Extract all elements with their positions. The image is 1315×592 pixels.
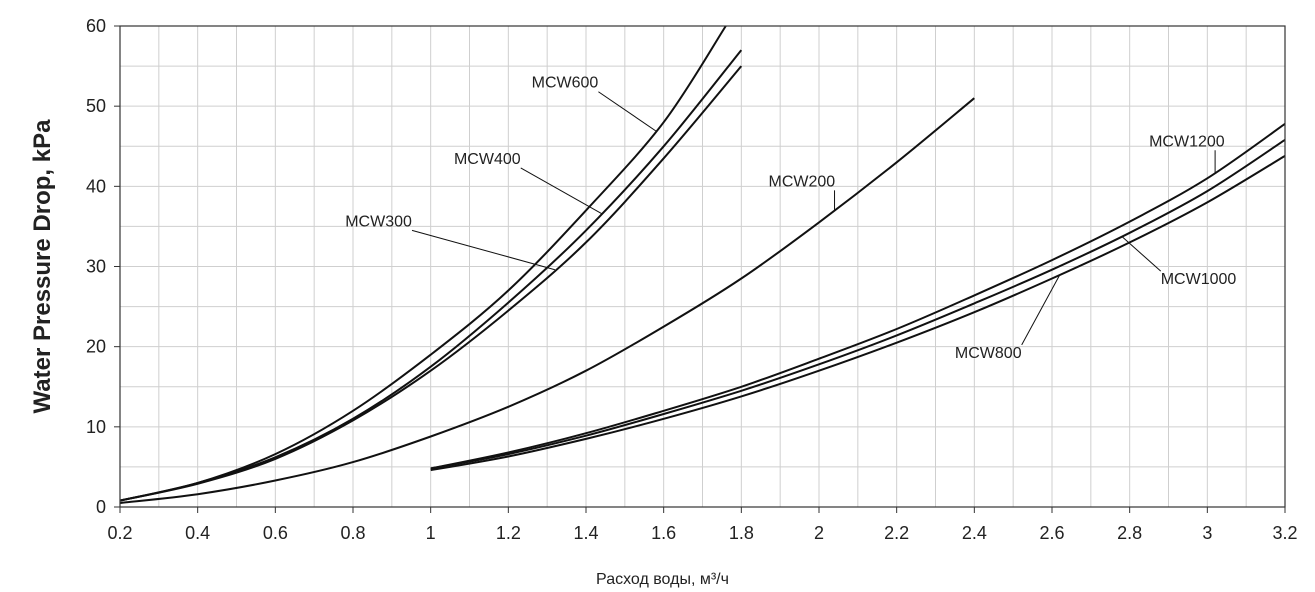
leader-line-mcw800 <box>1021 274 1061 346</box>
series-line-mcw1000 <box>430 138 1286 470</box>
series-label-mcw800: MCW800 <box>955 345 1022 362</box>
series-line-mcw600 <box>119 25 727 502</box>
series-label-mcw300: MCW300 <box>345 213 412 230</box>
x-tick-label: 3.2 <box>1272 523 1297 543</box>
leader-line-mcw300 <box>411 229 556 271</box>
series-label-mcw400: MCW400 <box>454 151 521 168</box>
x-tick-label: 2.2 <box>884 523 909 543</box>
x-tick-label: 1.4 <box>573 523 598 543</box>
y-tick-label: 60 <box>86 16 106 36</box>
series-label-mcw200: MCW200 <box>769 173 836 190</box>
series-line-mcw300 <box>119 65 743 502</box>
x-tick-label: 0.4 <box>185 523 210 543</box>
series-line-mcw1200 <box>430 122 1286 470</box>
leader-line-mcw1000 <box>1121 236 1162 272</box>
x-tick-label: 0.6 <box>263 523 288 543</box>
leader-line-mcw600 <box>598 91 657 132</box>
y-axis-title: Water Pressure Drop, kPa <box>29 119 56 414</box>
x-tick-label: 2.8 <box>1117 523 1142 543</box>
series-labels: MCW600 MCW400 MCW300 MCW200 MCW1200 MCW1000 MC… <box>345 75 1236 362</box>
x-tick-label: 2.4 <box>962 523 987 543</box>
x-tick-label: 1.8 <box>729 523 754 543</box>
x-tick-label: 2 <box>814 523 824 543</box>
x-tick-label: 0.2 <box>107 523 132 543</box>
x-tick-label: 0.8 <box>340 523 365 543</box>
y-tick-label: 40 <box>86 176 106 196</box>
plot-frame <box>119 25 1286 508</box>
series-label-mcw1200: MCW1200 <box>1149 133 1225 150</box>
y-tick-label: 50 <box>86 96 106 116</box>
x-tick-label: 1 <box>426 523 436 543</box>
series-line-mcw400 <box>119 49 743 502</box>
series-label-mcw1000: MCW1000 <box>1161 271 1237 288</box>
series-line-mcw800 <box>430 155 1286 472</box>
series-lines <box>119 25 1286 504</box>
y-tick-label: 20 <box>86 337 106 357</box>
x-tick-label: 1.2 <box>496 523 521 543</box>
x-tick-label: 2.6 <box>1039 523 1064 543</box>
y-tick-label: 0 <box>96 497 106 517</box>
x-axis-title: Расход воды, м³/ч <box>596 571 729 588</box>
series-label-mcw600: MCW600 <box>532 75 599 92</box>
axis-ticks: 0.2 0.4 0.6 0.8 1 1.2 1.4 1.6 1.8 2 2.2 2.4 2.6 2.8 3 3… <box>86 16 1298 543</box>
y-tick-label: 10 <box>86 417 106 437</box>
y-tick-label: 30 <box>86 257 106 277</box>
leader-line-mcw400 <box>520 167 602 215</box>
series-line-mcw200 <box>119 97 975 504</box>
x-tick-label: 1.6 <box>651 523 676 543</box>
x-tick-label: 3 <box>1202 523 1212 543</box>
grid <box>119 25 1286 508</box>
